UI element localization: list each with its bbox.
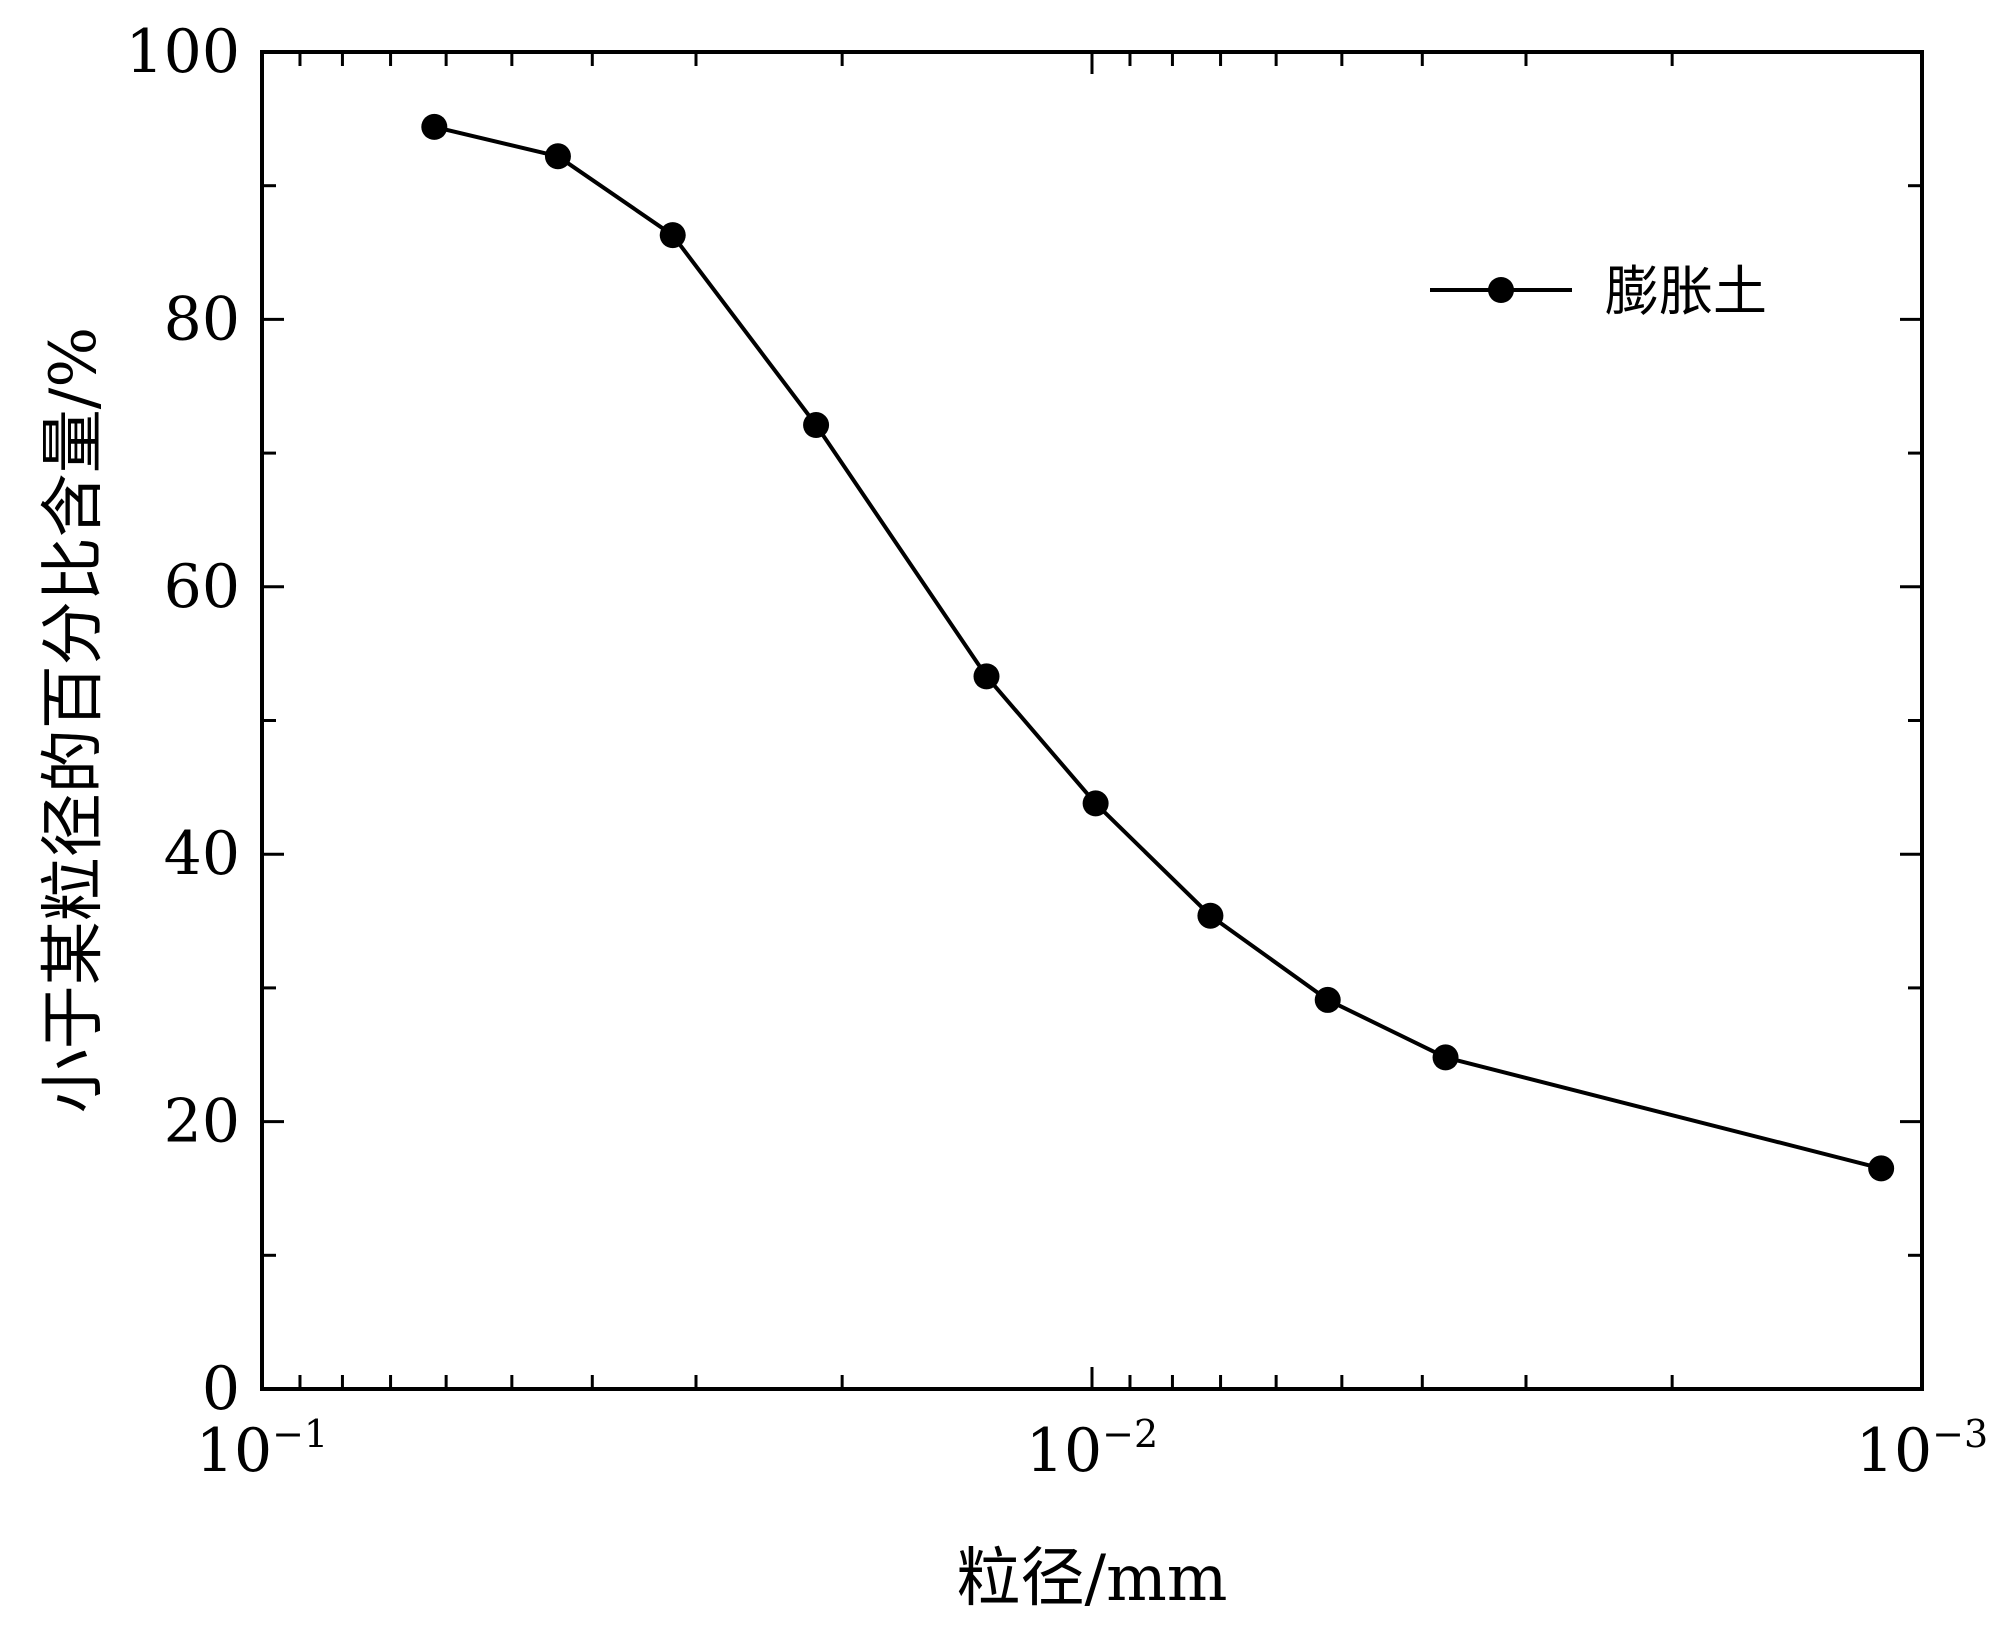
data-point: [1082, 790, 1109, 817]
plot-frame: [260, 50, 1924, 1391]
series-layer: [421, 113, 1895, 1182]
data-point: [659, 222, 686, 249]
y-axis-title: 小于某粒径的百分比含量/%: [37, 327, 111, 1113]
data-point: [973, 663, 1000, 690]
y-tick-label: 0: [202, 1354, 240, 1424]
y-tick-labels: 0 20 40 60 80 100: [125, 17, 240, 1424]
series-line: [433, 124, 1882, 1171]
data-point: [1197, 902, 1224, 929]
data-point: [1314, 986, 1341, 1013]
data-point: [1868, 1155, 1895, 1182]
data-point: [544, 143, 571, 170]
y-tick-label: 20: [164, 1087, 240, 1157]
y-tick-label: 60: [164, 552, 240, 622]
x-tick-label: 10−1: [196, 1412, 328, 1486]
y-tick-label: 100: [125, 17, 240, 87]
data-point: [803, 412, 830, 439]
x-tick-label: 10−3: [1856, 1412, 1988, 1486]
axis-ticks: [260, 50, 1924, 1391]
x-tick-label: 10−2: [1026, 1412, 1158, 1486]
data-point: [421, 113, 448, 140]
x-tick-labels: 10−1 10−2 10−3: [196, 1412, 1988, 1486]
x-axis-title: 粒径/mm: [957, 1542, 1228, 1616]
y-tick-label: 40: [164, 819, 240, 889]
legend-marker: [1488, 277, 1514, 303]
data-point: [1432, 1044, 1459, 1071]
legend: 膨胀土: [1430, 260, 1767, 323]
y-tick-label: 80: [164, 284, 240, 354]
legend-label: 膨胀土: [1605, 260, 1767, 323]
